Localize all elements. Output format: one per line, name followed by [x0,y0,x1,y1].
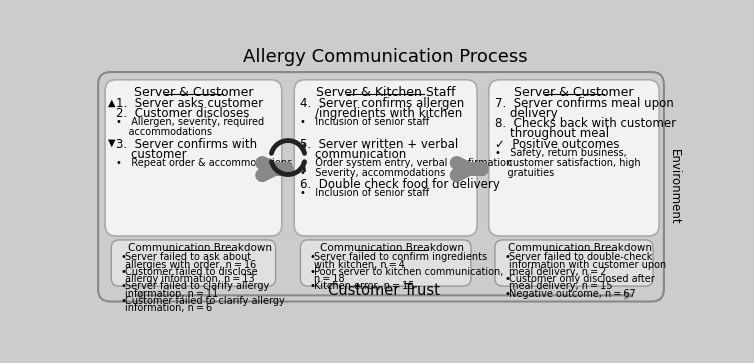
Text: •   Inclusion of senior staff: • Inclusion of senior staff [300,188,430,197]
Text: /ingredients with kitchen: /ingredients with kitchen [300,107,463,121]
Text: ▼: ▼ [109,138,115,147]
Text: •: • [121,281,127,291]
Text: communication: communication [300,147,406,160]
Text: Server failed to confirm ingredients: Server failed to confirm ingredients [314,252,488,262]
Text: 2.  Customer discloses: 2. Customer discloses [116,107,250,121]
Text: •: • [121,296,127,306]
Text: •   Repeat order & accommodations: • Repeat order & accommodations [116,158,293,167]
Text: •: • [504,252,510,262]
Text: information, n = 11: information, n = 11 [125,289,219,299]
FancyBboxPatch shape [294,80,477,236]
Text: Communication Breakdown: Communication Breakdown [508,243,652,253]
Text: meal delivery, n = 15: meal delivery, n = 15 [509,281,612,291]
Text: Negative outcome, n = 67: Negative outcome, n = 67 [509,289,636,299]
Text: allergies with order, n = 16: allergies with order, n = 16 [125,260,256,270]
FancyBboxPatch shape [112,240,276,286]
Text: meal delivery, n = 2: meal delivery, n = 2 [509,267,606,277]
FancyBboxPatch shape [495,240,653,286]
Text: allergy information, n = 13: allergy information, n = 13 [125,274,255,284]
Text: Kitchen error, n = 15: Kitchen error, n = 15 [314,281,415,291]
Text: Server & Customer: Server & Customer [514,86,633,99]
Text: Communication Breakdown: Communication Breakdown [127,243,271,253]
Text: 4.  Server confirms allergen: 4. Server confirms allergen [300,97,464,110]
Text: Customer Trust: Customer Trust [328,283,440,298]
Text: 3.  Server confirms with: 3. Server confirms with [116,138,257,151]
Text: Customer only disclosed after: Customer only disclosed after [509,274,654,284]
Text: Server & Customer: Server & Customer [133,86,253,99]
Text: •   Safety, return business,: • Safety, return business, [495,147,627,158]
Text: Allergy Communication Process: Allergy Communication Process [243,48,527,66]
Text: 5.  Server written + verbal: 5. Server written + verbal [300,138,458,151]
Text: •: • [121,267,127,277]
Text: •   Severity, accommodations: • Severity, accommodations [300,168,446,178]
Text: Customer failed to disclose: Customer failed to disclose [125,267,258,277]
Text: Server failed to clarify allergy: Server failed to clarify allergy [125,281,269,291]
Text: information with customer upon: information with customer upon [509,260,666,270]
Text: •: • [121,252,127,262]
Text: 8.  Checks back with customer: 8. Checks back with customer [495,118,676,130]
Text: Environment: Environment [667,149,680,225]
Text: Poor server to kitchen communication,: Poor server to kitchen communication, [314,267,504,277]
Text: delivery: delivery [495,107,558,121]
Text: •: • [310,281,316,291]
Text: •   Order system entry, verbal confirmation: • Order system entry, verbal confirmatio… [300,158,513,167]
Text: 1.  Server asks customer: 1. Server asks customer [116,97,263,110]
Text: Server & Kitchen Staff: Server & Kitchen Staff [316,86,455,99]
Text: •   Allergen, severity, required: • Allergen, severity, required [116,118,264,127]
Text: Server failed to ask about: Server failed to ask about [125,252,251,262]
Text: 6.  Double check food for delivery: 6. Double check food for delivery [300,178,500,191]
FancyBboxPatch shape [105,80,282,236]
Text: with kitchen, n = 4: with kitchen, n = 4 [314,260,405,270]
FancyBboxPatch shape [300,240,471,286]
Text: Server failed to double-check: Server failed to double-check [509,252,652,262]
Text: information, n = 6: information, n = 6 [125,303,213,313]
Text: ✓  Positive outcomes: ✓ Positive outcomes [495,138,620,151]
Text: 7.  Server confirms meal upon: 7. Server confirms meal upon [495,97,673,110]
Text: •: • [310,252,316,262]
Text: accommodations: accommodations [116,127,212,138]
Text: n = 18: n = 18 [314,274,345,284]
Text: •: • [310,267,316,277]
Text: •   Inclusion of senior staff: • Inclusion of senior staff [300,118,430,127]
FancyBboxPatch shape [98,72,664,302]
Text: throughout meal: throughout meal [495,127,609,140]
Text: Customer failed to clarify allergy: Customer failed to clarify allergy [125,296,285,306]
Text: Communication Breakdown: Communication Breakdown [320,243,464,253]
Text: customer satisfaction, high: customer satisfaction, high [495,158,641,167]
Text: •: • [504,289,510,299]
Text: •: • [504,274,510,284]
Text: gratuities: gratuities [495,168,554,178]
Text: customer: customer [116,147,186,160]
FancyBboxPatch shape [489,80,659,236]
Text: ▲: ▲ [109,97,115,107]
